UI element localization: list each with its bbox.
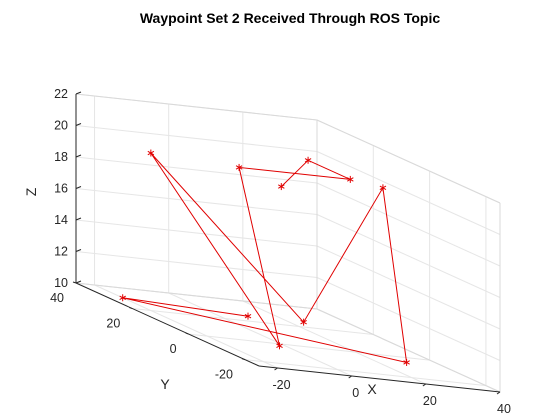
grid-line <box>316 151 501 235</box>
grid-line <box>316 277 501 361</box>
x-tick-label: 0 <box>352 386 359 400</box>
grid-line <box>75 251 318 278</box>
waypoint-marker <box>347 175 354 183</box>
waypoint-marker <box>147 149 155 157</box>
waypoint-marker <box>278 183 285 191</box>
waypoint-path <box>119 149 410 366</box>
z-tick-mark <box>75 186 82 189</box>
waypoint-marker <box>119 294 126 302</box>
z-tick-label: 14 <box>54 213 68 227</box>
x-tick-mark <box>496 391 501 395</box>
grid-line <box>316 182 501 267</box>
y-tick-mark <box>185 332 189 335</box>
grid-line <box>242 300 427 385</box>
x-tick-mark <box>422 383 427 387</box>
waypoint-marker <box>300 318 307 326</box>
grid-line <box>188 333 430 361</box>
x-axis-line <box>258 365 501 393</box>
grid-line <box>75 156 318 184</box>
z-tick-mark <box>75 280 82 284</box>
waypoint-marker <box>276 342 283 350</box>
grid-line <box>132 308 374 336</box>
axes-box <box>72 91 501 395</box>
grid-line <box>75 125 318 152</box>
y-tick-mark <box>129 307 133 310</box>
waypoint-marker <box>235 163 243 171</box>
x-tick-label: -20 <box>272 378 290 392</box>
waypoint-marker <box>379 184 387 192</box>
waypoint-marker <box>244 312 252 320</box>
y-axis-line <box>75 282 260 367</box>
z-tick-mark <box>75 249 82 252</box>
x-axis-label: X <box>367 381 377 397</box>
x-tick-label: 20 <box>423 394 437 408</box>
chart-title: Waypoint Set 2 Received Through ROS Topi… <box>140 10 440 26</box>
z-tick-label: 10 <box>54 276 68 290</box>
z-tick-label: 20 <box>54 119 68 133</box>
z-tick-label: 16 <box>54 182 68 196</box>
grid-line <box>244 359 486 387</box>
box-edge <box>75 93 318 121</box>
y-axis-label: Y <box>160 376 170 392</box>
y-tick-mark <box>72 281 77 284</box>
y-tick-label: 40 <box>50 291 64 305</box>
box-edge <box>75 282 318 310</box>
z-tick-label: 22 <box>54 87 68 101</box>
y-tick-mark <box>241 358 246 361</box>
grid-line <box>75 219 318 247</box>
grid-line <box>75 188 318 215</box>
z-tick-label: 12 <box>54 245 68 259</box>
grid-line <box>316 214 501 298</box>
y-tick-label: 20 <box>106 317 120 331</box>
path-line <box>122 152 408 364</box>
y-tick-label: 0 <box>170 342 177 356</box>
z-tick-mark <box>75 123 82 126</box>
waypoint-marker <box>403 358 410 366</box>
grid-lines <box>75 93 501 393</box>
y-tick-label: -20 <box>215 368 233 382</box>
x-tick-mark <box>348 375 352 379</box>
x-tick-mark <box>274 367 278 371</box>
waypoint-marker <box>304 156 312 164</box>
z-tick-label: 18 <box>54 150 68 164</box>
z-axis-label: Z <box>23 187 39 196</box>
box-edge <box>316 308 501 393</box>
x-tick-label: 40 <box>497 402 511 416</box>
grid-line <box>168 292 352 377</box>
grid-line <box>316 245 501 330</box>
z-tick-mark <box>75 154 82 158</box>
z-tick-mark <box>75 217 82 221</box>
box-edge <box>316 119 501 204</box>
z-tick-mark <box>75 91 82 95</box>
